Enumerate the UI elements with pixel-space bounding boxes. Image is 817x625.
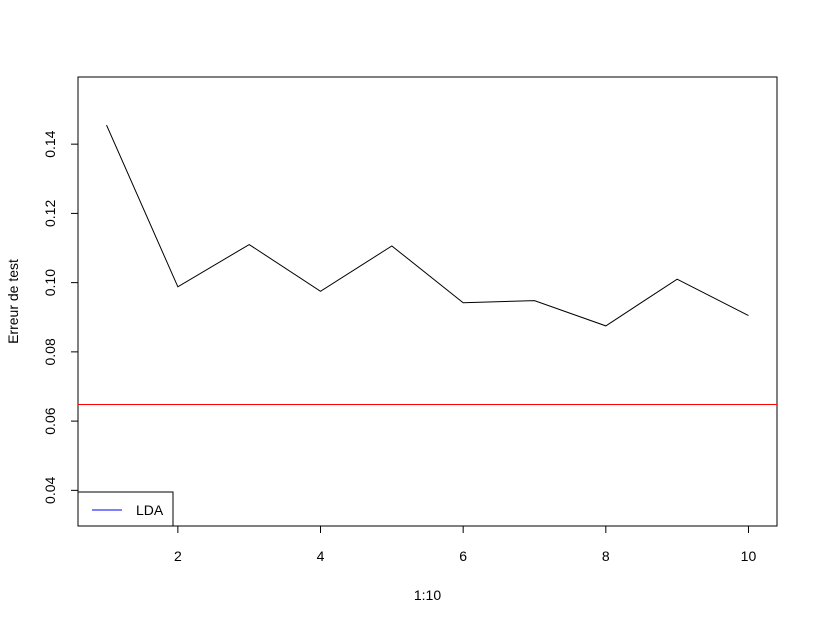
data-point-2 [177, 286, 178, 287]
y-tick-label-4: 0.12 [42, 200, 58, 227]
data-point-3 [249, 244, 250, 245]
x-tick-label-8: 8 [602, 548, 610, 564]
series-group [106, 124, 749, 327]
y-axis: 0.04 0.06 0.08 0.10 0.12 0.14 [42, 130, 79, 504]
x-tick-label-4: 4 [317, 548, 325, 564]
y-tick-label-3: 0.10 [42, 269, 58, 296]
data-point-8 [605, 325, 606, 326]
x-tick-label-6: 6 [459, 548, 467, 564]
y-tick-label-1: 0.06 [42, 407, 58, 434]
x-axis-title: 1:10 [414, 587, 441, 603]
data-point-7 [534, 300, 535, 301]
data-point-1 [106, 125, 107, 126]
legend-box [77, 491, 174, 527]
x-tick-label-2: 2 [174, 548, 182, 564]
legend: LDA [77, 491, 174, 527]
data-point-6 [463, 302, 464, 303]
x-tick-label-10: 10 [741, 548, 757, 564]
y-tick-label-2: 0.08 [42, 338, 58, 365]
series-line-0 [106, 124, 749, 327]
x-axis: 2 4 6 8 10 [174, 525, 757, 564]
legend-label-lda: LDA [136, 502, 164, 518]
plot-frame [77, 76, 778, 527]
data-point-5 [391, 245, 392, 246]
data-point-9 [677, 279, 678, 280]
y-tick-label-0: 0.04 [42, 477, 58, 504]
data-point-10 [748, 315, 749, 316]
y-axis-title: Erreur de test [5, 259, 21, 344]
y-tick-label-5: 0.14 [42, 130, 58, 157]
data-point-4 [320, 291, 321, 292]
